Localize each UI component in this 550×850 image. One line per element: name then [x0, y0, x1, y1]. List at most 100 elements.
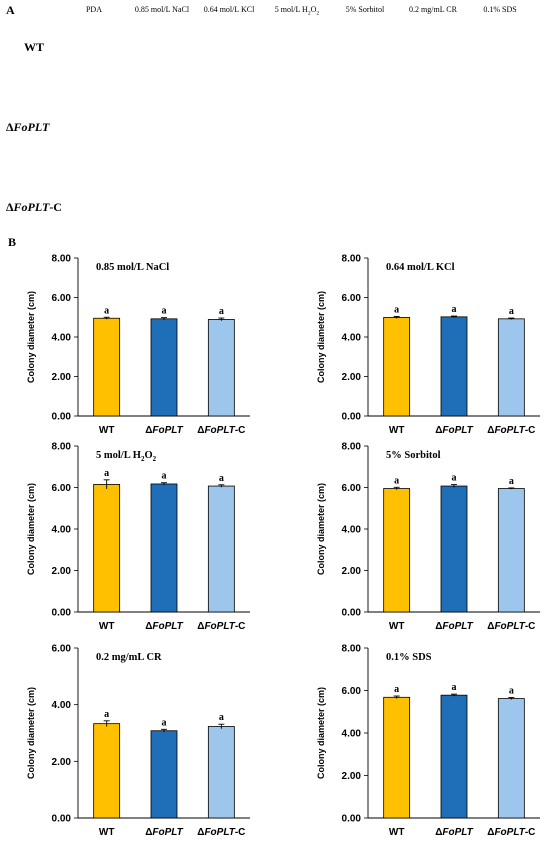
- x-category-label: ΔFoPLT-C: [487, 425, 535, 436]
- y-tick-label: 4.00: [52, 700, 72, 711]
- significance-label: a: [509, 476, 514, 487]
- bar: [93, 483, 121, 613]
- significance-label: a: [219, 306, 224, 317]
- y-tick-label: 8.00: [342, 442, 362, 453]
- y-tick-label: 0.00: [342, 412, 362, 423]
- condition-header: 0.2 mg/mL CR: [409, 5, 457, 14]
- significance-label: a: [104, 468, 109, 479]
- y-axis-label: Colony diameter (cm): [316, 291, 326, 383]
- y-tick-label: 4.00: [342, 333, 362, 344]
- y-tick-label: 6.00: [52, 293, 72, 304]
- x-category-label: WT: [99, 621, 115, 632]
- bar: [497, 318, 525, 417]
- bar: [440, 316, 468, 417]
- panel-b-label: B: [8, 235, 17, 249]
- bar-chart: Colony diameter (cm) 0.00 2.00 4.00 6.00 0.2 …: [0, 638, 260, 850]
- significance-label: a: [394, 475, 399, 486]
- bar: [497, 488, 525, 613]
- y-tick-label: 6.00: [52, 483, 72, 494]
- y-tick-label: 4.00: [52, 333, 72, 344]
- x-category-label: WT: [99, 827, 115, 838]
- bar: [383, 696, 411, 819]
- bar: [207, 319, 235, 417]
- significance-label: a: [104, 709, 109, 720]
- significance-label: a: [162, 717, 167, 728]
- x-category-label: WT: [99, 425, 115, 436]
- significance-label: a: [104, 305, 109, 316]
- x-category-label: ΔFoPLT: [435, 425, 473, 436]
- y-tick-label: 2.00: [52, 372, 72, 383]
- chart-title: 0.85 mol/L NaCl: [96, 262, 169, 273]
- condition-header: PDA: [85, 5, 102, 14]
- condition-header: 0.64 mol/L KCl: [203, 5, 255, 14]
- x-category-label: ΔFoPLT-C: [197, 425, 245, 436]
- bar: [150, 483, 178, 613]
- x-category-label: ΔFoPLT: [145, 827, 183, 838]
- chart-title: 0.1% SDS: [386, 652, 432, 663]
- y-tick-label: 2.00: [342, 566, 362, 577]
- y-tick-label: 8.00: [342, 254, 362, 265]
- bar: [150, 730, 178, 819]
- bar: [383, 488, 411, 613]
- x-category-label: ΔFoPLT-C: [487, 827, 535, 838]
- bar-chart: Colony diameter (cm) 0.00 2.00 4.00 6.00 8.00…: [0, 436, 260, 644]
- strain-label: WT: [24, 40, 45, 54]
- y-tick-label: 6.00: [342, 293, 362, 304]
- bar: [93, 317, 121, 417]
- x-category-label: WT: [389, 827, 405, 838]
- bar: [150, 318, 178, 417]
- y-tick-label: 0.00: [52, 412, 72, 423]
- condition-header: 5% Sorbitol: [345, 5, 385, 14]
- y-tick-label: 8.00: [52, 254, 72, 265]
- y-axis-label: Colony diameter (cm): [316, 687, 326, 779]
- bar: [440, 694, 468, 819]
- y-tick-label: 8.00: [52, 442, 72, 453]
- bar: [383, 317, 411, 417]
- condition-header: 0.1% SDS: [483, 5, 517, 14]
- bar: [207, 726, 235, 819]
- x-category-label: WT: [389, 425, 405, 436]
- x-category-label: WT: [389, 621, 405, 632]
- bar: [207, 485, 235, 613]
- chart-title: 5 mol/L H2O2: [96, 450, 157, 463]
- y-tick-label: 2.00: [342, 771, 362, 782]
- significance-label: a: [452, 682, 457, 693]
- y-axis-label: Colony diameter (cm): [26, 291, 36, 383]
- y-tick-label: 0.00: [52, 608, 72, 619]
- x-category-label: ΔFoPLT-C: [487, 621, 535, 632]
- bar-chart: Colony diameter (cm) 0.00 2.00 4.00 6.00 8.00…: [290, 248, 550, 448]
- bar: [497, 698, 525, 819]
- y-tick-label: 6.00: [342, 483, 362, 494]
- bar: [93, 723, 121, 819]
- panel-a-label: A: [6, 3, 15, 17]
- x-category-label: ΔFoPLT: [435, 621, 473, 632]
- x-category-label: ΔFoPLT: [145, 425, 183, 436]
- significance-label: a: [162, 471, 167, 482]
- strain-label: ΔFoPLT: [6, 120, 50, 134]
- y-tick-label: 6.00: [342, 686, 362, 697]
- x-category-label: ΔFoPLT: [145, 621, 183, 632]
- chart-title: 0.64 mol/L KCl: [386, 262, 455, 273]
- significance-label: a: [452, 304, 457, 315]
- significance-label: a: [509, 686, 514, 697]
- chart-title: 0.2 mg/mL CR: [96, 652, 162, 663]
- x-category-label: ΔFoPLT-C: [197, 621, 245, 632]
- y-tick-label: 2.00: [342, 372, 362, 383]
- y-axis-label: Colony diameter (cm): [26, 483, 36, 575]
- y-tick-label: 0.00: [342, 608, 362, 619]
- y-tick-label: 0.00: [52, 814, 72, 825]
- y-tick-label: 4.00: [342, 525, 362, 536]
- bar-chart: Colony diameter (cm) 0.00 2.00 4.00 6.00 8.00…: [290, 436, 550, 644]
- significance-label: a: [394, 304, 399, 315]
- strain-label: ΔFoPLT-C: [6, 200, 62, 214]
- y-tick-label: 0.00: [342, 814, 362, 825]
- y-tick-label: 4.00: [342, 729, 362, 740]
- significance-label: a: [452, 473, 457, 484]
- x-category-label: ΔFoPLT-C: [197, 827, 245, 838]
- bar: [440, 485, 468, 613]
- significance-label: a: [394, 684, 399, 695]
- significance-label: a: [219, 473, 224, 484]
- y-tick-label: 4.00: [52, 525, 72, 536]
- bar-chart: Colony diameter (cm) 0.00 2.00 4.00 6.00 8.00…: [290, 638, 550, 850]
- y-tick-label: 2.00: [52, 757, 72, 768]
